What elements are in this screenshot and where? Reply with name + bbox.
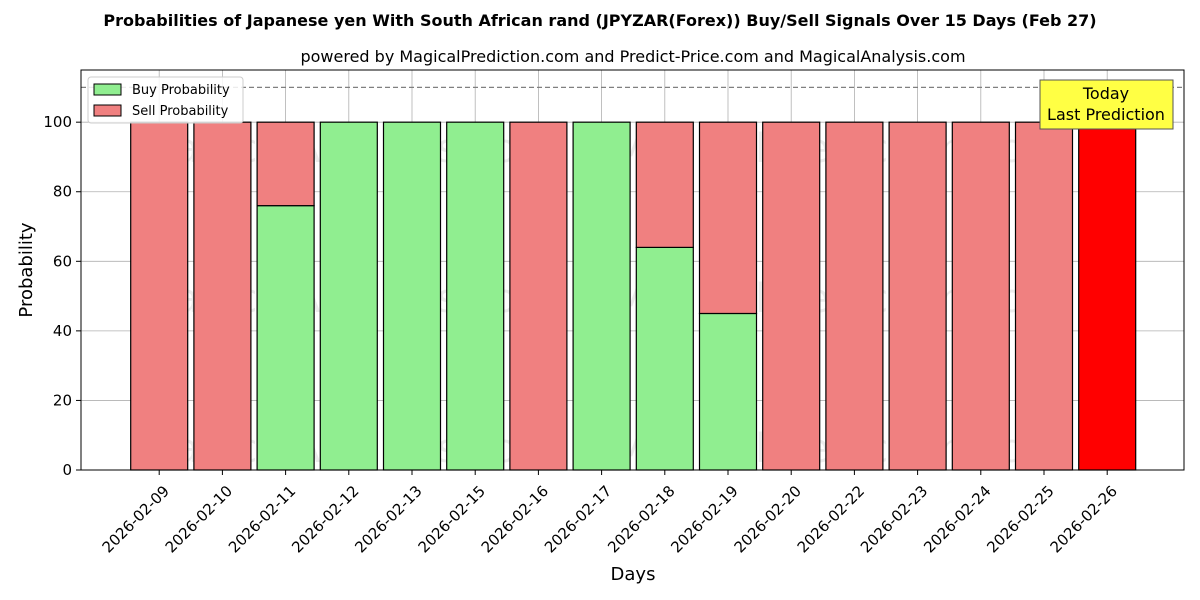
sell-bar bbox=[698, 121, 758, 315]
x-tick-label: 2026-02-25 bbox=[983, 482, 1057, 556]
highlighted-sell-bar bbox=[1078, 121, 1137, 471]
x-axis-label: Days bbox=[611, 564, 656, 585]
x-tick-label: 2026-02-16 bbox=[478, 482, 552, 556]
sell-bar bbox=[130, 121, 189, 471]
sell-bar bbox=[762, 121, 821, 471]
x-tick-label: 2026-02-13 bbox=[351, 482, 425, 556]
y-tick-label: 100 bbox=[43, 113, 72, 131]
buy-bar bbox=[698, 312, 758, 471]
sell-bar bbox=[825, 121, 884, 471]
chart-subtitle: powered by MagicalPrediction.com and Pre… bbox=[300, 47, 965, 66]
sell-bar bbox=[256, 121, 315, 207]
x-tick-label: 2026-02-10 bbox=[162, 482, 236, 556]
y-tick-labels: 0 20 40 60 80 100 bbox=[43, 113, 81, 479]
y-tick-label: 0 bbox=[62, 461, 72, 479]
x-tick-label: 2026-02-23 bbox=[857, 482, 931, 556]
y-tick-label: 60 bbox=[53, 252, 72, 270]
legend: Buy Probability Sell Probability bbox=[87, 76, 244, 124]
x-tick-label: 2026-02-24 bbox=[920, 482, 994, 556]
legend-swatch bbox=[93, 104, 122, 117]
buy-bar bbox=[382, 121, 442, 471]
plot-frame bbox=[80, 69, 1185, 471]
y-tick-label: 80 bbox=[53, 183, 72, 201]
sell-bar bbox=[1014, 121, 1074, 471]
x-tick-label: 2026-02-19 bbox=[667, 482, 741, 556]
y-axis-label: Probability bbox=[16, 222, 37, 317]
sell-bar bbox=[635, 121, 694, 248]
x-tick-label: 2026-02-26 bbox=[1047, 482, 1121, 556]
x-tick-label: 2026-02-18 bbox=[604, 482, 678, 556]
y-tick-label: 20 bbox=[53, 391, 72, 409]
y-tick-label: 40 bbox=[53, 322, 72, 340]
legend-label: Buy Probability bbox=[132, 83, 230, 98]
x-tick-label: 2026-02-22 bbox=[794, 482, 868, 556]
x-tick-label: 2026-02-17 bbox=[541, 482, 615, 556]
today-annotation: Today Last Prediction bbox=[1039, 79, 1174, 130]
buy-bar bbox=[572, 121, 631, 471]
legend-swatch bbox=[93, 83, 122, 96]
sell-bar bbox=[193, 121, 252, 471]
x-tick-labels: 2026-02-092026-02-102026-02-112026-02-12… bbox=[99, 470, 1121, 556]
x-tick-label: 2026-02-15 bbox=[415, 482, 489, 556]
x-tick-label: 2026-02-20 bbox=[731, 482, 805, 556]
buy-bar bbox=[446, 121, 505, 471]
annotation-text: Last Prediction bbox=[1047, 105, 1165, 124]
buy-bar bbox=[635, 246, 694, 471]
x-tick-label: 2026-02-12 bbox=[288, 482, 362, 556]
chart-title: Probabilities of Japanese yen With South… bbox=[103, 11, 1096, 30]
x-tick-label: 2026-02-09 bbox=[99, 482, 173, 556]
bars-layer bbox=[130, 121, 1137, 471]
sell-bar bbox=[888, 121, 947, 471]
sell-bar bbox=[951, 121, 1010, 471]
buy-bar bbox=[256, 205, 315, 471]
legend-label: Sell Probability bbox=[132, 104, 229, 119]
annotation-text: Today bbox=[1082, 84, 1129, 103]
buy-bar bbox=[319, 121, 378, 471]
x-tick-label: 2026-02-11 bbox=[225, 482, 299, 556]
sell-bar bbox=[509, 121, 568, 471]
annotation-box bbox=[1039, 79, 1174, 130]
legend-box bbox=[87, 76, 244, 124]
